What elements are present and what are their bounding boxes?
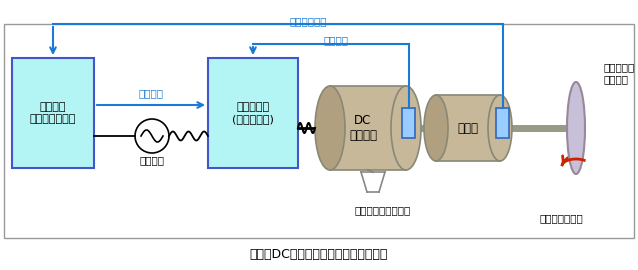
Ellipse shape <box>315 86 345 170</box>
Bar <box>402 108 415 138</box>
Text: 速度指令: 速度指令 <box>138 88 163 98</box>
Text: DC
モーター: DC モーター <box>349 114 377 142</box>
Ellipse shape <box>424 95 448 161</box>
Text: ポテンショ
メーター: ポテンショ メーター <box>604 62 635 84</box>
Text: 初期のDCモーターによるロボット制御: 初期のDCモーターによるロボット制御 <box>250 248 388 262</box>
Text: 直流電源: 直流電源 <box>140 155 165 165</box>
Text: 速度アンプ
(ドライバー): 速度アンプ (ドライバー) <box>232 102 274 124</box>
Bar <box>496 108 509 138</box>
Text: タコジェネレーター: タコジェネレーター <box>355 205 411 215</box>
Ellipse shape <box>567 82 585 174</box>
Ellipse shape <box>488 95 512 161</box>
Ellipse shape <box>391 86 421 170</box>
Bar <box>436 95 500 161</box>
Text: 減速機: 減速機 <box>457 122 478 134</box>
Bar <box>12 58 94 168</box>
Text: ロボット
コントローラー: ロボット コントローラー <box>30 102 76 124</box>
Bar <box>330 86 406 170</box>
Text: ロボットアーム: ロボットアーム <box>539 213 583 223</box>
Bar <box>208 58 298 168</box>
Text: 速度検出: 速度検出 <box>323 35 348 45</box>
Text: 回転角度検出: 回転角度検出 <box>289 16 327 26</box>
Bar <box>4 24 634 238</box>
